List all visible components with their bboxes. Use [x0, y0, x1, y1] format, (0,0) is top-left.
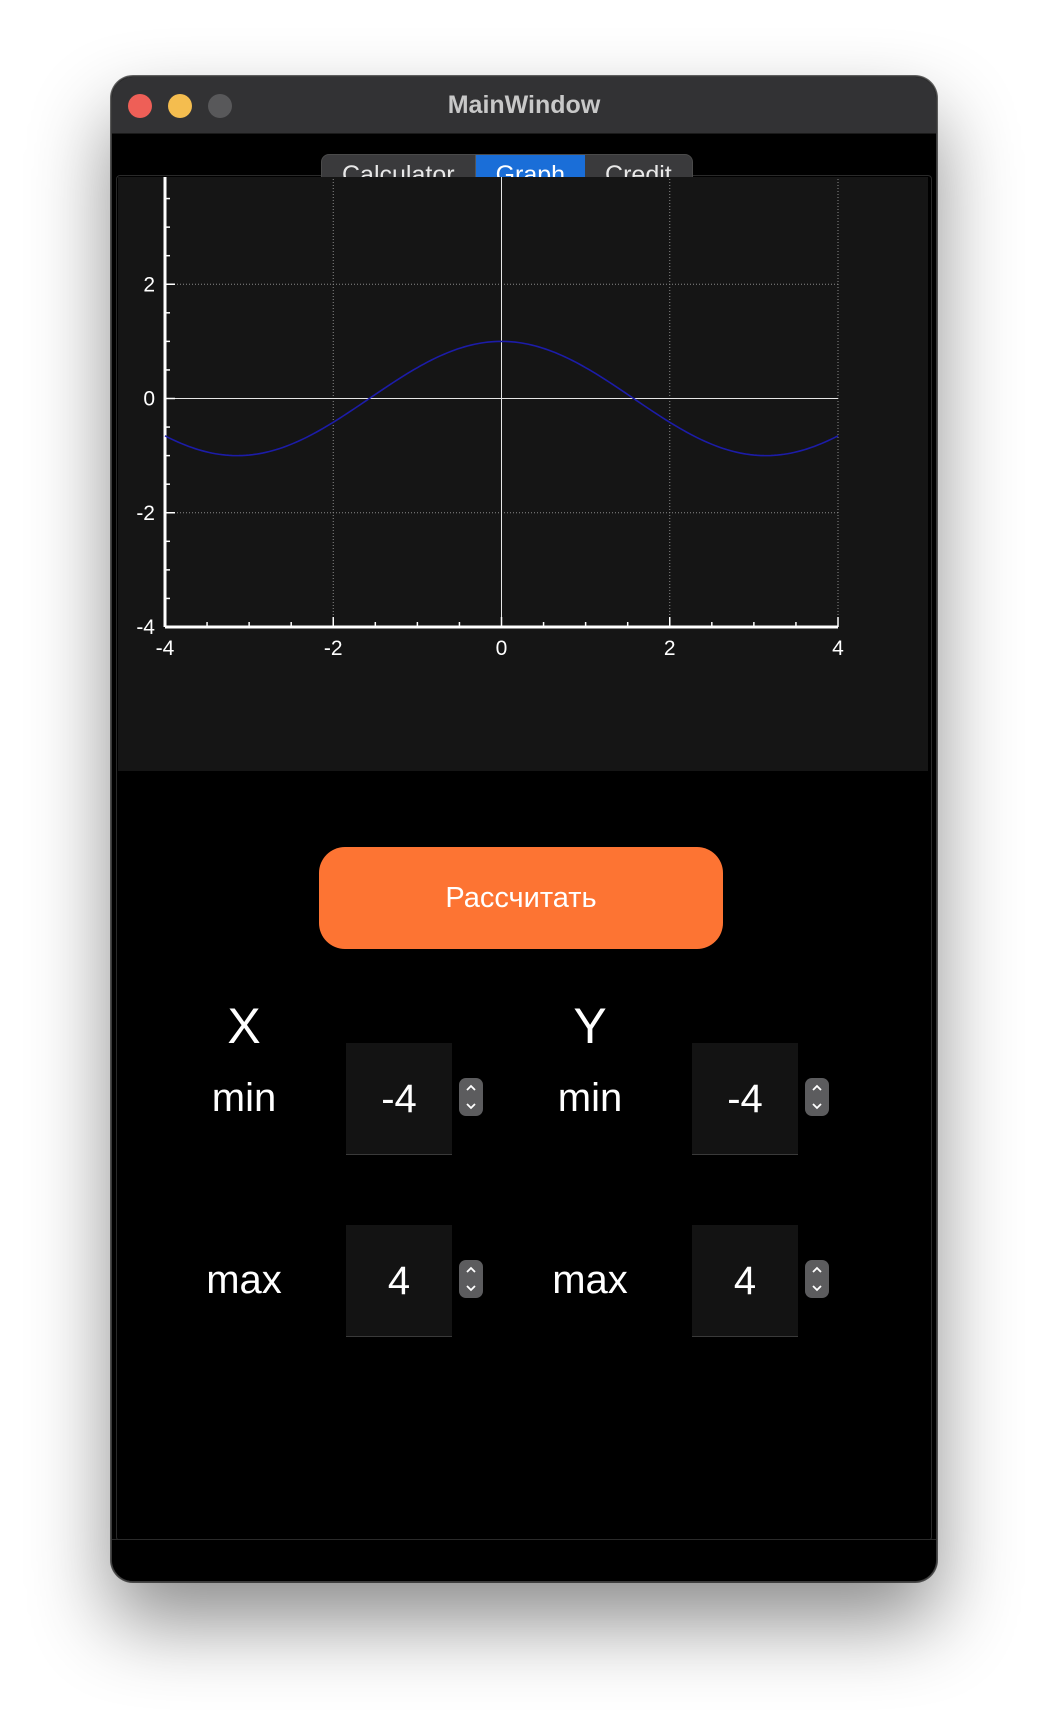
y-max-label: max [552, 1258, 628, 1302]
x-min-spinbox[interactable]: -4 [346, 1043, 452, 1155]
chevron-down-icon[interactable] [811, 1282, 823, 1294]
x-tick-label: 4 [832, 637, 844, 660]
series-line-cos [164, 340, 839, 457]
title-bar[interactable]: MainWindow [112, 77, 936, 134]
x-tick-label: 2 [664, 637, 676, 660]
y-range-header: Y [573, 998, 607, 1054]
graph-plot-area: -4 -2 0 2 4 4 2 0 -2 -4 [118, 177, 928, 771]
x-max-spinbox[interactable]: 4 [346, 1225, 452, 1337]
y-tick-label: 4 [143, 177, 155, 182]
chevron-up-icon[interactable] [465, 1082, 477, 1094]
x-tick-label: -4 [156, 637, 175, 660]
y-tick-label: 2 [143, 273, 155, 296]
y-tick-label: 0 [143, 388, 155, 411]
calculate-button[interactable]: Рассчитать [319, 847, 723, 949]
main-window: MainWindow Calculator Graph Credit -4 -2 0… [111, 76, 937, 1582]
minimize-window-icon[interactable] [168, 94, 192, 118]
graph-chart: -4 -2 0 2 4 4 2 0 -2 -4 [136, 177, 844, 660]
y-min-stepper[interactable] [805, 1078, 829, 1116]
x-min-label: min [211, 1076, 277, 1120]
y-max-stepper[interactable] [805, 1260, 829, 1298]
y-max-spinbox[interactable]: 4 [692, 1225, 798, 1337]
chevron-down-icon[interactable] [465, 1282, 477, 1294]
close-window-icon[interactable] [128, 94, 152, 118]
x-max-label: max [206, 1258, 282, 1302]
chevron-up-icon[interactable] [811, 1082, 823, 1094]
y-tick-label: -4 [136, 616, 155, 639]
x-min-stepper[interactable] [459, 1078, 483, 1116]
chevron-up-icon[interactable] [811, 1264, 823, 1276]
y-tick-label: -2 [136, 502, 155, 525]
x-max-stepper[interactable] [459, 1260, 483, 1298]
chevron-up-icon[interactable] [465, 1264, 477, 1276]
chevron-down-icon[interactable] [811, 1100, 823, 1112]
y-min-spinbox[interactable]: -4 [692, 1043, 798, 1155]
zoom-window-icon[interactable] [208, 94, 232, 118]
x-tick-label: 0 [496, 637, 508, 660]
x-range-header: X [227, 998, 261, 1054]
y-min-label: min [557, 1076, 623, 1120]
x-tick-label: -2 [324, 637, 343, 660]
status-bar [112, 1539, 936, 1581]
window-title: MainWindow [447, 91, 601, 119]
chevron-down-icon[interactable] [465, 1100, 477, 1112]
